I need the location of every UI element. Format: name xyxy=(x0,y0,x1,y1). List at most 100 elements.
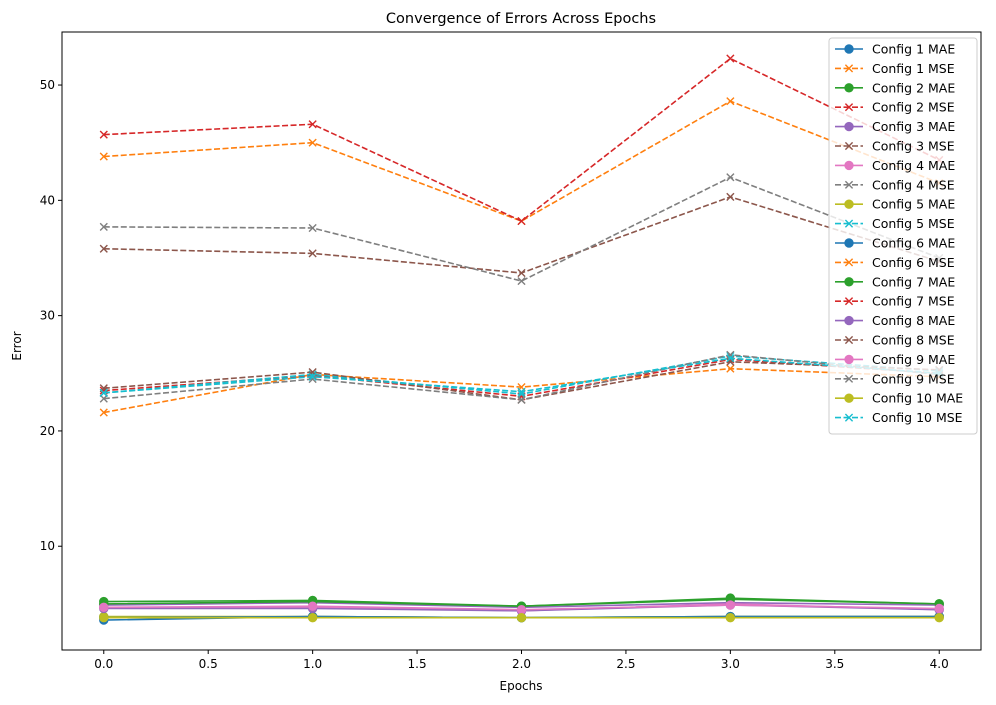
legend-label: Config 5 MAE xyxy=(872,197,955,212)
legend-marker xyxy=(844,83,854,93)
data-point xyxy=(726,364,735,373)
legend-marker xyxy=(844,258,854,267)
data-point xyxy=(99,152,108,161)
chart-title: Convergence of Errors Across Epochs xyxy=(386,11,656,27)
x-tick-label: 0.0 xyxy=(94,657,113,671)
legend: Config 1 MAE Config 1 MSE Config 2 MAE Conf… xyxy=(828,37,978,435)
data-point xyxy=(99,130,108,139)
legend-item: Config 8 MSE xyxy=(835,333,955,348)
legend-marker xyxy=(844,354,854,365)
legend-marker xyxy=(844,277,854,287)
legend-item: Config 1 MSE xyxy=(835,61,955,76)
legend-marker xyxy=(844,44,854,54)
series-line xyxy=(103,176,940,282)
legend-label: Config 3 MAE xyxy=(872,119,955,134)
legend-item: Config 4 MAE xyxy=(835,158,955,173)
legend-box xyxy=(828,37,978,435)
legend-label: Config 9 MSE xyxy=(872,371,955,386)
data-point xyxy=(725,600,736,610)
legend-marker xyxy=(844,413,854,422)
legend-marker xyxy=(844,315,854,326)
data-point xyxy=(307,601,318,611)
data-point xyxy=(725,613,736,623)
data-point xyxy=(934,613,944,623)
legend-label: Config 6 MSE xyxy=(872,255,955,270)
legend-label: Config 4 MSE xyxy=(872,177,955,192)
data-point xyxy=(99,388,108,397)
legend-marker xyxy=(844,219,854,228)
x-axis-label: Epochs xyxy=(500,679,543,693)
data-point xyxy=(308,371,317,380)
legend-item: Config 6 MAE xyxy=(835,236,955,251)
legend-item: Config 2 MSE xyxy=(835,100,955,115)
x-tick-label: 1.0 xyxy=(303,657,322,671)
data-point xyxy=(726,350,735,359)
series-line xyxy=(103,100,940,222)
data-point xyxy=(308,138,317,147)
legend-label: Config 3 MSE xyxy=(872,139,955,154)
legend-label: Config 7 MAE xyxy=(872,274,955,289)
x-tick-label: 1.5 xyxy=(408,657,427,671)
legend-label: Config 10 MSE xyxy=(872,410,963,425)
data-point xyxy=(726,54,735,63)
x-tick-label: 3.0 xyxy=(721,657,740,671)
legend-label: Config 8 MSE xyxy=(872,333,955,348)
legend-marker xyxy=(844,335,854,345)
legend-item: Config 3 MSE xyxy=(835,139,955,154)
data-point xyxy=(516,613,527,623)
y-tick-label: 20 xyxy=(40,424,55,438)
legend-label: Config 10 MAE xyxy=(872,391,963,406)
legend-item: Config 3 MAE xyxy=(835,119,955,134)
data-point xyxy=(726,192,735,201)
data-point xyxy=(517,276,526,286)
legend-marker xyxy=(844,297,854,306)
legend-marker xyxy=(844,199,854,209)
data-point xyxy=(99,408,108,417)
legend-label: Config 9 MAE xyxy=(872,352,955,367)
data-point xyxy=(308,249,317,258)
data-point xyxy=(517,395,526,404)
y-tick-label: 40 xyxy=(40,193,55,207)
legend-marker xyxy=(844,141,854,151)
data-point xyxy=(99,602,109,613)
data-point xyxy=(517,216,526,226)
series-17 xyxy=(99,600,944,615)
legend-marker xyxy=(844,374,854,383)
legend-item: Config 4 MSE xyxy=(835,177,955,192)
legend-marker xyxy=(844,160,854,171)
y-tick-label: 50 xyxy=(40,78,55,92)
legend-item: Config 7 MAE xyxy=(835,274,955,289)
data-point xyxy=(726,97,735,106)
plot-frame xyxy=(61,31,982,651)
legend-label: Config 4 MAE xyxy=(872,158,955,173)
data-point xyxy=(517,268,526,278)
legend-marker xyxy=(844,393,854,403)
data-point xyxy=(99,222,108,231)
data-point xyxy=(308,223,317,233)
data-point xyxy=(308,372,317,381)
data-point xyxy=(726,357,735,366)
y-axis-label: Error xyxy=(10,331,24,360)
legend-label: Config 1 MSE xyxy=(872,61,955,76)
x-axis-ticks: 0.0 0.5 1.0 1.5 2.0 2.5 3.0 3.5 4.0 xyxy=(94,650,949,671)
data-point xyxy=(516,604,527,615)
data-point xyxy=(99,613,109,623)
legend-label: Config 7 MSE xyxy=(872,294,955,309)
data-point xyxy=(99,244,108,253)
y-tick-label: 30 xyxy=(40,309,55,323)
y-tick-label: 10 xyxy=(40,539,55,553)
legend-label: Config 1 MAE xyxy=(872,42,955,57)
x-tick-label: 4.0 xyxy=(930,657,949,671)
legend-item: Config 5 MSE xyxy=(835,216,955,231)
legend-item: Config 2 MAE xyxy=(835,80,955,95)
legend-item: Config 9 MAE xyxy=(835,352,955,367)
legend-marker xyxy=(844,238,854,248)
data-point xyxy=(517,387,526,396)
x-tick-label: 0.5 xyxy=(199,657,218,671)
legend-marker xyxy=(844,121,854,132)
legend-item: Config 1 MAE xyxy=(835,42,955,57)
legend-label: Config 2 MSE xyxy=(872,100,955,115)
legend-item: Config 10 MAE xyxy=(835,391,963,406)
legend-item: Config 8 MAE xyxy=(835,313,955,328)
